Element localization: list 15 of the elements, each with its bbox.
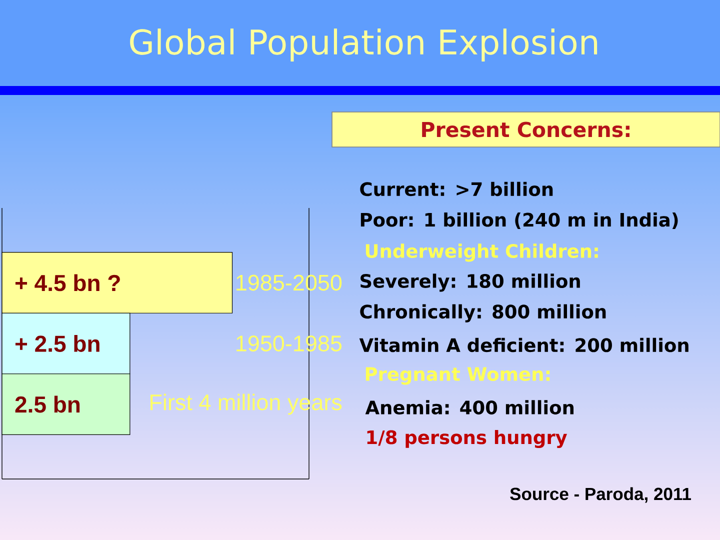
- data-label: + 4.5 bn ?: [15, 274, 120, 292]
- text: Anemia: 400 million: [365, 400, 574, 414]
- text: 1/8 persons hungry: [367, 430, 568, 448]
- text: Underweight Children:: [366, 244, 598, 262]
- source-note: Source - Paroda, 2011: [510, 487, 692, 503]
- text: Severely: 180 million: [360, 274, 580, 292]
- text: Present Concerns:: [422, 122, 630, 138]
- text: Chronically: 800 million: [360, 304, 606, 322]
- text: Vitamin A deficient: 200 million: [359, 338, 688, 352]
- text: Poor: 1 billion (240 m in India): [360, 212, 678, 229]
- text: Global Population Explosion: [130, 28, 598, 62]
- text: Pregnant Women:: [366, 367, 550, 385]
- data-label: 2.5 bn: [15, 396, 80, 413]
- data-label: + 2.5 bn: [15, 335, 100, 352]
- text: Current: >7 billion: [360, 182, 553, 196]
